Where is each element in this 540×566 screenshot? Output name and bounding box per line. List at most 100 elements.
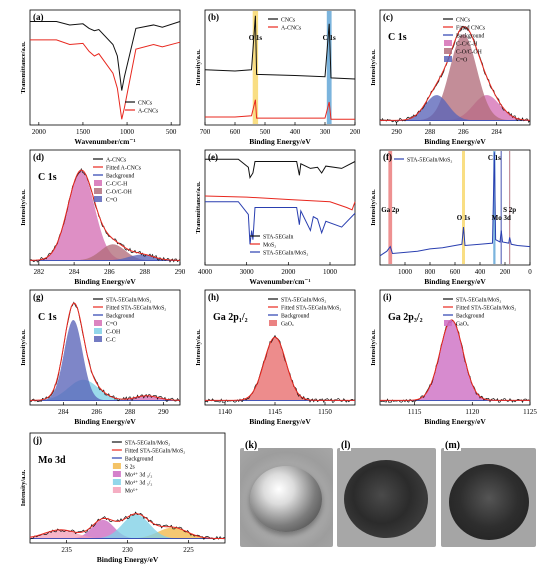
legend-label: MoS₂	[263, 243, 276, 249]
panel-c: 290 288 286 284Binding Energy/eVIntensity/a…	[370, 10, 530, 146]
panel-e: 4000 3000 2000 1000Wavenumber/cm⁻¹Transmitt…	[195, 150, 355, 286]
x-tick-label: 0	[528, 268, 532, 276]
x-tick-label: 4000	[198, 268, 213, 276]
legend-label: C-C/C-H	[456, 42, 478, 48]
x-tick-label: 286	[91, 408, 102, 416]
legend-box-swatch	[113, 487, 121, 493]
panel-h: 1140 1145 1150Binding Energy/eVIntensity/a…	[195, 290, 355, 426]
legend-label: GaOₓ	[456, 322, 469, 328]
y-axis-label: Intensity/a.u.	[20, 329, 27, 366]
legend-label: A-CNCs	[138, 109, 159, 115]
legend-label: CNCs	[138, 101, 153, 107]
x-axis-label: Binding Energy/eV	[424, 277, 486, 286]
peak-annotation: C 1s	[38, 172, 57, 183]
photo-l-label: (l)	[340, 440, 351, 451]
legend-box-swatch	[94, 320, 102, 326]
legend-box-swatch	[94, 188, 102, 194]
x-tick-label: 3000	[240, 268, 255, 276]
legend-box-swatch	[113, 471, 121, 477]
x-tick-label: 288	[125, 408, 136, 416]
x-tick-label: 290	[158, 408, 169, 416]
x-tick-label: 284	[58, 408, 69, 416]
photo-m-label: (m)	[444, 440, 461, 451]
x-axis-label: Binding Energy/eV	[249, 137, 311, 146]
x-tick-label: 282	[34, 268, 45, 276]
panel-label: (g)	[33, 292, 44, 302]
panel-label: (h)	[208, 292, 219, 302]
panel-d: 282 284 286 288 290Binding Energy/eVIntensit…	[20, 150, 186, 286]
legend-label: STA-5EGaIn/MoS₂	[407, 158, 452, 164]
x-tick-label: 235	[61, 546, 72, 554]
x-tick-label: 1145	[268, 408, 282, 416]
legend-label: C-OH	[106, 330, 121, 336]
band-annotation: O 1s	[457, 214, 471, 222]
legend-box-swatch	[269, 320, 277, 326]
x-tick-label: 286	[458, 128, 469, 136]
x-tick-label: 600	[230, 128, 241, 136]
panel-frame	[205, 10, 355, 125]
y-axis-label: Intensity/a.u.	[370, 329, 377, 366]
x-tick-label: 1140	[218, 408, 232, 416]
legend-label: Background	[106, 314, 134, 320]
legend-label: Background	[125, 457, 153, 463]
highlight-band	[462, 151, 465, 264]
photo-k-sample-liquid-metal	[240, 448, 333, 547]
panel-label: (a)	[33, 12, 44, 22]
legend-box-swatch	[94, 196, 102, 202]
legend-label: Fitted STA-5EGaIn/MoS₂	[106, 306, 166, 312]
x-tick-label: 288	[139, 268, 150, 276]
panel-label: (i)	[383, 292, 392, 302]
legend-label: Fitted STA-5EGaIn/MoS₂	[125, 449, 185, 455]
x-tick-label: 1000	[398, 268, 413, 276]
legend-box-swatch	[113, 463, 121, 469]
x-tick-label: 1500	[76, 128, 91, 136]
legend-box-swatch	[94, 180, 102, 186]
legend-label: CNCs	[281, 18, 296, 24]
y-axis-label: Intensity/a.u.	[195, 49, 202, 86]
y-axis-label: Intensity/a.u.	[195, 329, 202, 366]
legend-label: STA-5EGaIn/MoS₂	[263, 251, 308, 257]
legend-label: STA-5EGaIn/MoS₂	[281, 298, 326, 304]
legend-label: A-CNCs	[106, 158, 127, 164]
legend-label: Background	[456, 314, 484, 320]
x-tick-label: 700	[200, 128, 211, 136]
panel-label: (e)	[208, 152, 218, 162]
x-tick-label: 600	[450, 268, 461, 276]
peak-annotation: C 1s	[388, 32, 407, 43]
x-axis-label: Wavenumber/cm⁻¹	[249, 277, 310, 286]
legend-label: Fitted CNCs	[456, 26, 486, 32]
x-tick-label: 500	[260, 128, 271, 136]
highlight-band	[501, 151, 503, 264]
x-tick-label: 1115	[408, 408, 422, 416]
x-axis-label: Binding Energy/eV	[97, 555, 159, 564]
legend-box-swatch	[444, 48, 452, 54]
panel-label: (b)	[208, 12, 219, 22]
x-axis-label: Binding Energy/eV	[424, 417, 486, 426]
x-tick-label: 284	[491, 128, 502, 136]
x-tick-label: 300	[320, 128, 331, 136]
x-tick-label: 200	[350, 128, 361, 136]
y-axis-label: Intensity/a.u.	[20, 189, 27, 226]
x-tick-label: 400	[475, 268, 486, 276]
panel-label: (c)	[383, 12, 393, 22]
legend-label: C-O/C-OH	[106, 190, 133, 196]
powder-sample	[449, 464, 529, 540]
panel-label: (d)	[33, 152, 44, 162]
peak-annotation: C 1s	[38, 312, 57, 323]
x-axis-label: Binding Energy/eV	[249, 417, 311, 426]
legend-label: A-CNCs	[281, 26, 302, 32]
legend-label: Background	[106, 174, 134, 180]
legend-label: Background	[281, 314, 309, 320]
band-annotation: C 1s	[323, 34, 336, 42]
legend-label: Mo⁴⁺ 3d ₃/₂	[125, 473, 152, 479]
legend-label: GaOₓ	[281, 322, 294, 328]
legend-label: STA-5EGaIn/MoS₂	[106, 298, 151, 304]
legend-label: C=O	[106, 198, 117, 204]
x-tick-label: 800	[425, 268, 436, 276]
x-tick-label: 1000	[120, 128, 135, 136]
x-axis-label: Binding Energy/eV	[74, 417, 136, 426]
x-axis-label: Wavenumber/cm⁻¹	[74, 137, 135, 146]
legend-box-swatch	[444, 56, 452, 62]
legend-label: S 2s	[125, 465, 136, 471]
x-tick-label: 290	[175, 268, 186, 276]
